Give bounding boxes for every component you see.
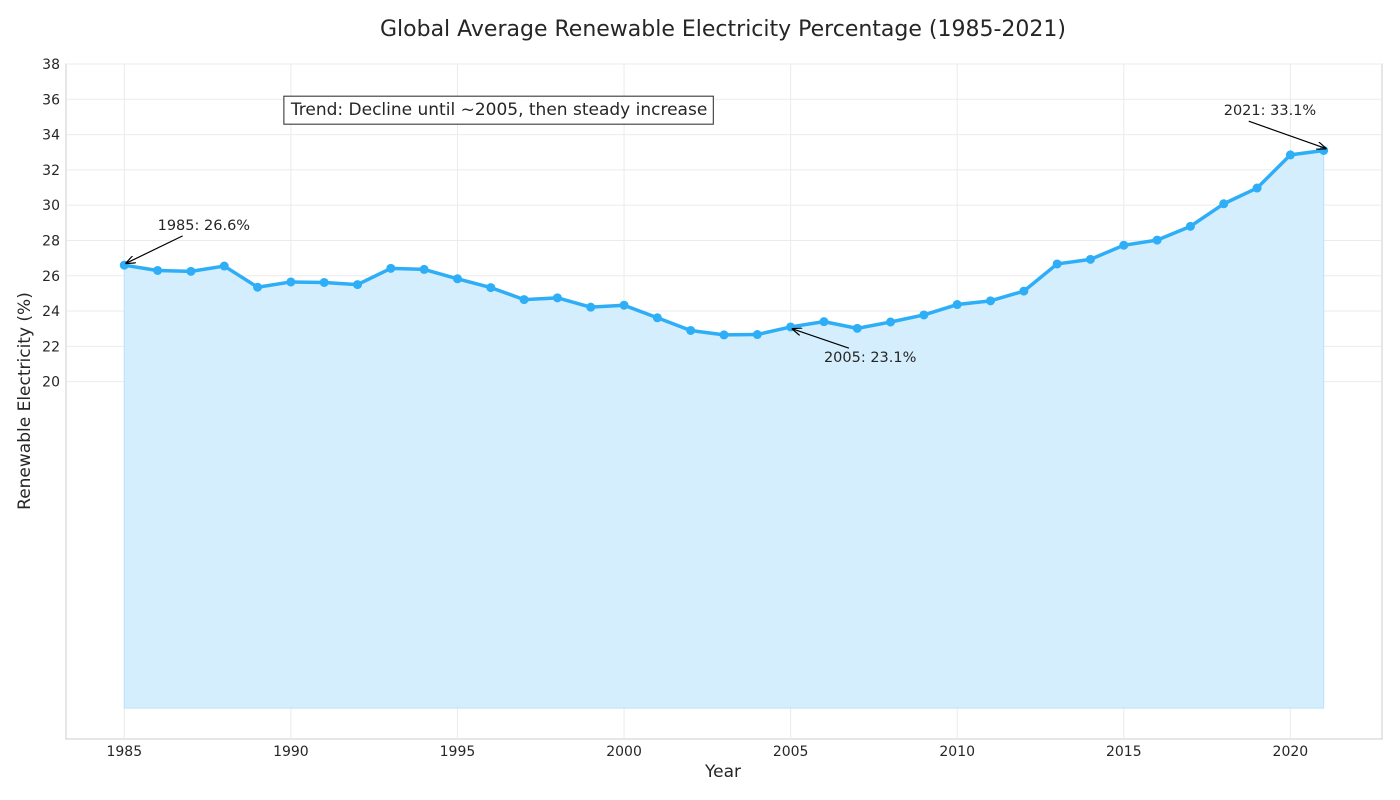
annotation-label: 2005: 23.1% [824,350,916,366]
data-point [186,266,196,276]
data-point [619,300,629,310]
y-tick-label: 32 [42,163,60,179]
data-point [652,313,662,323]
trend-text: Trend: Decline until ~2005, then steady … [290,100,707,120]
data-point [886,317,896,327]
data-point [986,296,996,306]
data-point [1185,221,1195,231]
y-tick-label: 22 [42,339,60,355]
data-point [219,261,229,271]
x-tick-label: 2020 [1273,744,1309,760]
y-tick-label: 38 [42,57,60,73]
y-tick-label: 20 [42,375,60,391]
data-point [1252,183,1262,193]
annotation-arrow [793,329,850,349]
annotation-label: 2021: 33.1% [1224,103,1316,119]
y-axis-label: Renewable Electricity (%) [15,292,35,510]
annotation-arrow [126,235,183,263]
data-point [386,263,396,273]
data-point [819,317,829,327]
data-point [586,302,596,312]
data-point [1085,254,1095,264]
data-point [519,295,529,305]
data-point [719,330,729,340]
y-tick-label: 26 [42,269,60,285]
x-tick-label: 2000 [606,744,642,760]
x-tick-label: 1985 [106,744,142,760]
annotation-arrow [1248,120,1326,148]
data-point [919,310,929,320]
data-point [686,325,696,335]
data-point [952,300,962,310]
x-axis-label: Year [704,762,741,782]
data-point [153,265,163,275]
x-tick-label: 2005 [773,744,809,760]
y-tick-label: 34 [42,128,60,144]
data-point [1052,259,1062,269]
data-point [353,280,363,290]
plot-area: 1985 1990 1995 2000 2005 2010 2015 202020222426… [42,57,1383,760]
data-point [253,282,263,292]
data-point [1285,150,1295,160]
data-point [1152,235,1162,245]
data-point [1219,199,1229,209]
y-tick-label: 24 [42,304,60,320]
data-point [1019,286,1029,296]
x-tick-label: 2015 [1106,744,1142,760]
data-point [1119,240,1129,250]
x-tick-label: 2010 [939,744,975,760]
y-tick-label: 36 [42,92,60,108]
data-point [852,323,862,333]
data-point [319,277,329,287]
x-tick-label: 1990 [273,744,309,760]
data-point [452,274,462,284]
y-tick-label: 30 [42,198,60,214]
data-point [786,322,796,332]
data-point [552,293,562,303]
chart-title: Global Average Renewable Electricity Per… [380,17,1066,42]
data-point [752,330,762,340]
x-tick-label: 1995 [440,744,476,760]
trend-box [283,95,714,125]
data-point [286,277,296,287]
annotation-label: 1985: 26.6% [158,218,250,234]
data-point [419,264,429,274]
data-point [486,283,496,293]
y-tick-label: 28 [42,233,60,249]
